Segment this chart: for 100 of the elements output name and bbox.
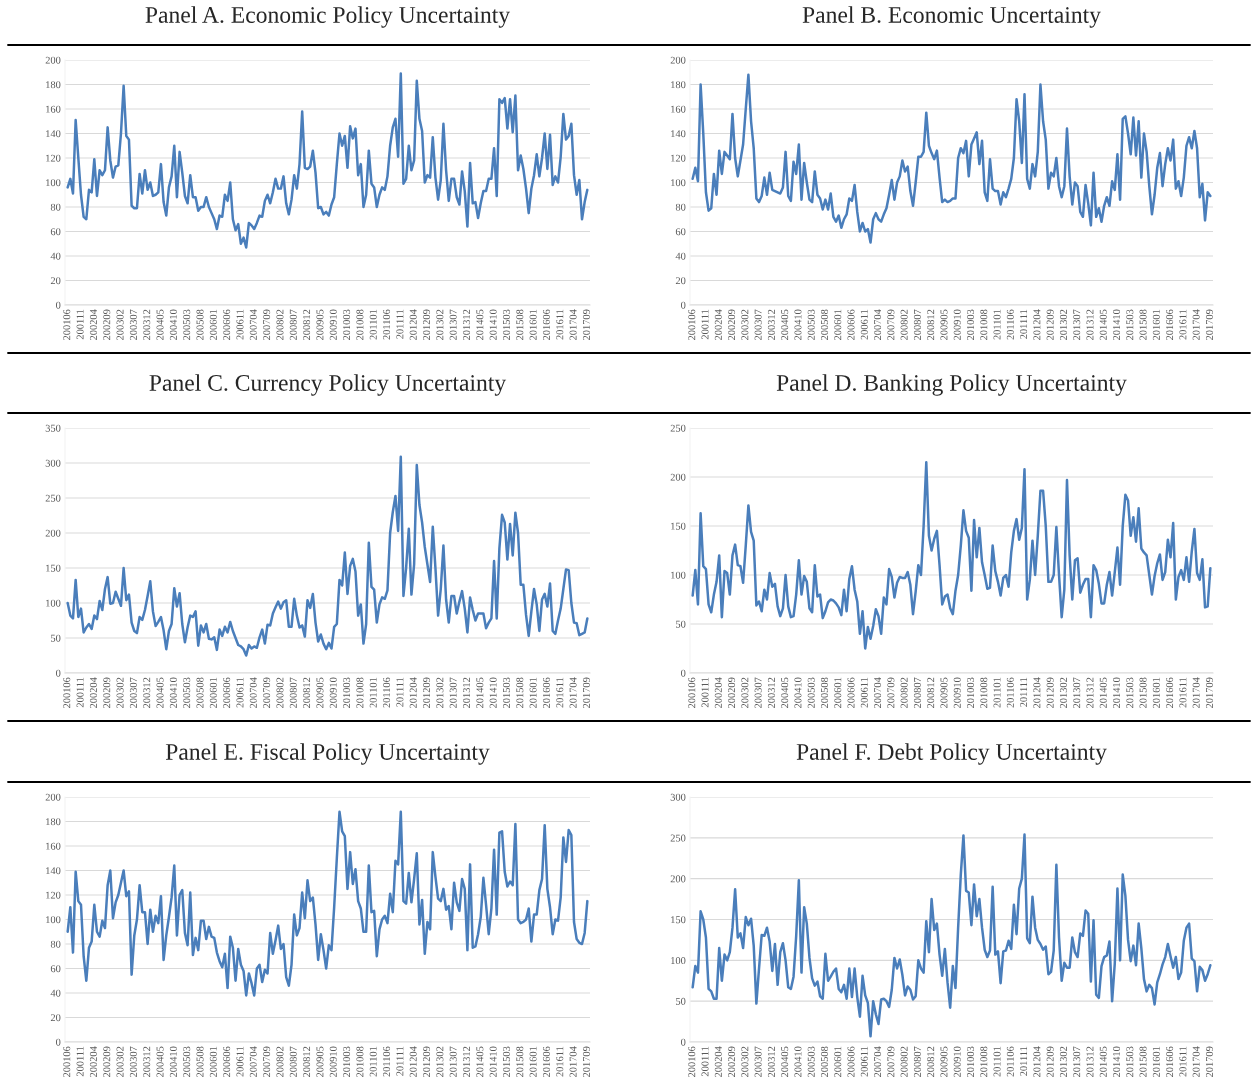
y-tick-label: 180 xyxy=(671,81,686,89)
x-tick-label: 201204 xyxy=(1033,309,1041,340)
x-tick-label: 200807 xyxy=(913,1046,921,1077)
y-tick-label: 250 xyxy=(670,834,686,842)
y-tick-label: 250 xyxy=(45,494,61,502)
x-tick-label: 201209 xyxy=(1046,1046,1054,1077)
x-tick-label: 201106 xyxy=(383,677,391,708)
x-tick-label: 201111 xyxy=(396,677,404,707)
x-tick-label: 201101 xyxy=(369,1046,377,1077)
x-tick-label: 201204 xyxy=(409,309,417,340)
x-tick-label: 200312 xyxy=(767,309,775,340)
x-tick-label: 201704 xyxy=(569,677,577,708)
x-tick-label: 200503 xyxy=(183,1046,191,1077)
x-tick-label: 201302 xyxy=(436,309,444,340)
x-tick-label: 201709 xyxy=(1205,309,1213,340)
x-tick-label: 200209 xyxy=(103,677,111,708)
x-tick-label: 201405 xyxy=(1099,1046,1107,1077)
y-tick-label: 120 xyxy=(671,154,686,162)
y-tick-label: 140 xyxy=(46,867,61,875)
x-tick-label: 201003 xyxy=(966,677,975,708)
x-tick-label: 201508 xyxy=(1139,677,1147,708)
x-tick-label: 200807 xyxy=(289,1046,297,1077)
x-tick-label: 200503 xyxy=(807,677,815,708)
x-tick-label: 200307 xyxy=(754,677,762,708)
line-series xyxy=(66,72,589,249)
x-tick-label: 201111 xyxy=(1020,677,1028,707)
x-tick-label: 200601 xyxy=(209,309,217,340)
x-tick-label: 201003 xyxy=(343,1046,351,1077)
x-tick-label: 200812 xyxy=(927,1046,935,1077)
x-tick-label: 200606 xyxy=(847,677,855,708)
x-tick-label: 201106 xyxy=(1006,309,1014,340)
x-tick-label: 200905 xyxy=(316,309,324,340)
x-tick-label: 201003 xyxy=(343,309,351,340)
chart-title: Panel C. Currency Policy Uncertainty xyxy=(149,374,507,396)
x-tick-label: 201704 xyxy=(569,309,577,340)
x-tick-label: 201611 xyxy=(556,677,564,708)
x-tick-label: 200204 xyxy=(714,677,722,708)
x-tick-label: 200209 xyxy=(728,309,736,340)
x-tick-label: 200812 xyxy=(303,1046,311,1077)
x-tick-label: 201008 xyxy=(356,677,364,708)
x-tick-label: 201209 xyxy=(1046,309,1054,340)
x-tick-label: 201302 xyxy=(1059,1046,1067,1077)
x-tick-label: 200910 xyxy=(953,677,961,708)
x-tick-label: 200812 xyxy=(927,309,935,340)
y-tick-label: 60 xyxy=(675,228,686,236)
x-tick-label: 200905 xyxy=(940,309,948,340)
x-tick-label: 201410 xyxy=(489,677,497,708)
x-tick-label: 200307 xyxy=(754,1046,762,1077)
x-tick-label: 201106 xyxy=(383,309,391,340)
x-tick-label: 200807 xyxy=(913,309,921,340)
x-tick-label: 200302 xyxy=(116,677,124,708)
x-tick-label: 201503 xyxy=(1126,677,1134,708)
x-tick-label: 201508 xyxy=(516,309,524,340)
x-tick-label: 201405 xyxy=(1099,677,1107,708)
x-tick-label: 200802 xyxy=(900,1046,908,1077)
x-tick-label: 201704 xyxy=(1192,309,1200,340)
x-tick-label: 201003 xyxy=(966,309,975,340)
x-tick-label: 200410 xyxy=(794,1046,802,1077)
y-tick-label: 180 xyxy=(46,818,61,826)
y-tick-label: 0 xyxy=(681,301,686,309)
y-tick-label: 150 xyxy=(671,916,686,924)
x-tick-label: 201709 xyxy=(582,309,590,340)
x-tick-label: 200111 xyxy=(701,1046,709,1077)
x-tick-label: 201106 xyxy=(1006,1046,1014,1077)
y-tick-label: 100 xyxy=(671,571,686,579)
x-tick-label: 200302 xyxy=(741,677,749,708)
x-tick-label: 201302 xyxy=(436,677,444,708)
x-tick-label: 201405 xyxy=(1099,309,1107,340)
x-tick-label: 200910 xyxy=(329,309,337,340)
x-tick-label: 200307 xyxy=(129,309,137,340)
x-tick-label: 200106 xyxy=(63,677,71,708)
y-tick-label: 0 xyxy=(56,669,61,677)
y-tick-label: 200 xyxy=(45,56,61,64)
x-tick-label: 200905 xyxy=(316,1046,324,1077)
x-tick-label: 200312 xyxy=(767,1046,775,1077)
y-tick-label: 0 xyxy=(56,1038,61,1046)
x-tick-label: 200611 xyxy=(236,677,244,708)
x-tick-label: 200111 xyxy=(76,677,84,708)
y-tick-label: 80 xyxy=(50,940,61,948)
x-tick-label: 201312 xyxy=(1086,1046,1094,1077)
x-tick-label: 201601 xyxy=(1152,677,1160,708)
x-tick-label: 201709 xyxy=(1205,677,1213,708)
chart-title: Panel B. Economic Uncertainty xyxy=(802,6,1101,28)
x-tick-label: 200302 xyxy=(741,309,749,340)
x-tick-label: 201008 xyxy=(980,309,988,340)
x-tick-label: 200312 xyxy=(143,1046,151,1077)
chart-title: Panel D. Banking Policy Uncertainty xyxy=(776,374,1127,396)
x-tick-label: 200812 xyxy=(303,309,311,340)
x-tick-label: 201307 xyxy=(1073,1046,1081,1077)
x-tick-label: 200704 xyxy=(249,677,257,708)
y-tick-label: 140 xyxy=(671,130,686,138)
x-tick-label: 200802 xyxy=(900,677,908,708)
y-tick-label: 200 xyxy=(670,56,686,64)
y-tick-label: 100 xyxy=(46,916,61,924)
x-tick-label: 201611 xyxy=(556,1046,564,1077)
x-tick-label: 200204 xyxy=(89,1046,97,1077)
x-tick-label: 200405 xyxy=(781,677,789,708)
y-tick-label: 40 xyxy=(675,252,686,260)
x-tick-label: 200910 xyxy=(329,1046,337,1077)
x-tick-label: 200709 xyxy=(887,677,895,708)
